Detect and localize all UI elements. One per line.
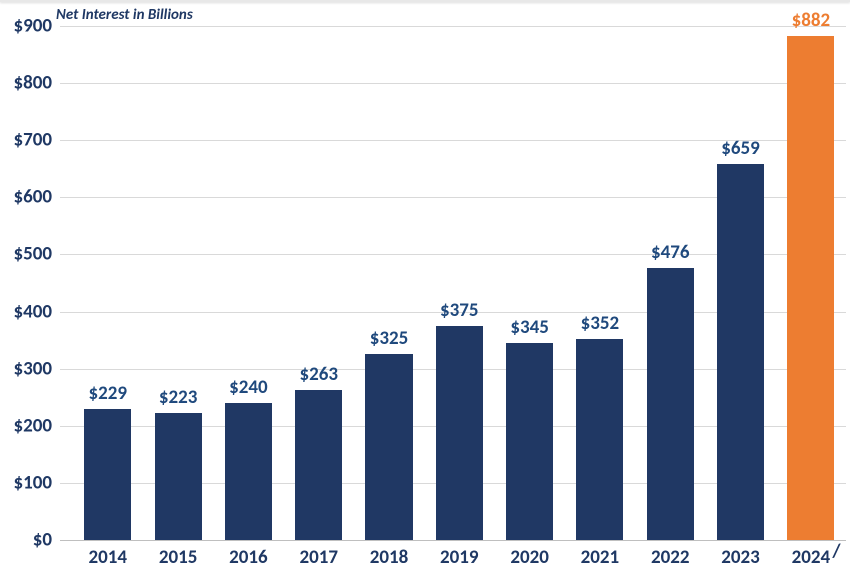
x-tick-label: 2024/ xyxy=(787,540,834,569)
y-tick-label: $100 xyxy=(13,471,60,494)
bar-value-label: $345 xyxy=(506,316,553,343)
x-tick-label: 2015 xyxy=(155,540,202,569)
bar-chart: $0$100$200$300$400$500$600$700$800$900$2… xyxy=(60,26,846,540)
x-tick-label: 2020 xyxy=(506,540,553,569)
bar: $352 xyxy=(576,339,623,540)
x-tick-label: 2016 xyxy=(225,540,272,569)
y-tick-label: $700 xyxy=(13,129,60,152)
gridline xyxy=(60,26,846,27)
bar-value-label: $229 xyxy=(84,382,131,409)
bar: $263 xyxy=(295,390,342,540)
bar: $240 xyxy=(225,403,272,540)
y-tick-label: $400 xyxy=(13,300,60,323)
y-tick-label: $200 xyxy=(13,414,60,437)
y-tick-label: $500 xyxy=(13,243,60,266)
bar-value-label: $375 xyxy=(436,299,483,326)
bar-value-label: $240 xyxy=(225,376,272,403)
y-tick-label: $900 xyxy=(13,15,60,38)
bar: $476 xyxy=(647,268,694,540)
bar-value-label: $659 xyxy=(717,137,764,164)
chart-subtitle: Net Interest in Billions xyxy=(56,6,193,24)
bar-value-label: $263 xyxy=(295,363,342,390)
top-divider xyxy=(0,0,850,2)
bar: $659 xyxy=(717,164,764,540)
plot-area: $0$100$200$300$400$500$600$700$800$900$2… xyxy=(60,26,846,540)
bar: $325 xyxy=(365,354,412,540)
x-tick-label: 2022 xyxy=(647,540,694,569)
y-tick-label: $800 xyxy=(13,72,60,95)
bar-value-label: $476 xyxy=(647,241,694,268)
x-tick-label: 2014 xyxy=(84,540,131,569)
bar: $345 xyxy=(506,343,553,540)
x-tick-label: 2019 xyxy=(436,540,483,569)
x-tick-label-suffix: / xyxy=(832,540,840,563)
x-tick-label: 2017 xyxy=(295,540,342,569)
bar: $223 xyxy=(155,413,202,540)
gridline xyxy=(60,83,846,84)
x-tick-label: 2023 xyxy=(717,540,764,569)
bar: $229 xyxy=(84,409,131,540)
bar-value-label: $882 xyxy=(787,9,834,36)
bar: $375 xyxy=(436,326,483,540)
bar: $882 xyxy=(787,36,834,540)
x-tick-label: 2018 xyxy=(365,540,412,569)
bar-value-label: $223 xyxy=(155,386,202,413)
y-tick-label: $0 xyxy=(33,529,60,552)
bar-value-label: $325 xyxy=(365,327,412,354)
y-tick-label: $300 xyxy=(13,357,60,380)
x-tick-label: 2021 xyxy=(576,540,623,569)
bar-value-label: $352 xyxy=(576,312,623,339)
y-tick-label: $600 xyxy=(13,186,60,209)
